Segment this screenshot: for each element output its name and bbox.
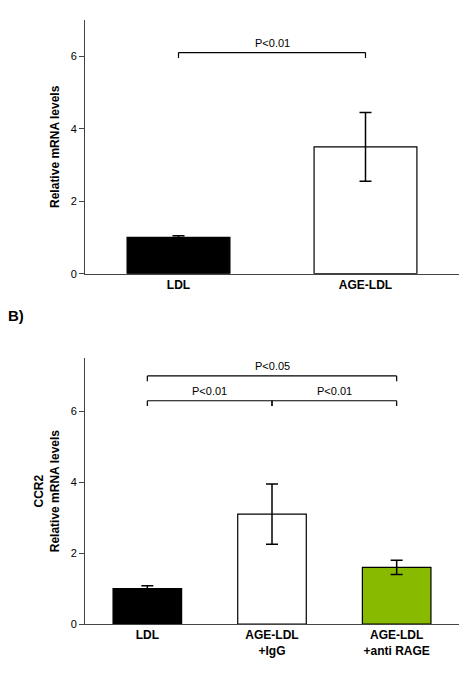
svg-text:AGE-LDL+IgG: AGE-LDL+IgG — [245, 628, 298, 658]
svg-text:P<0.01: P<0.01 — [192, 385, 227, 397]
svg-text:P<0.01: P<0.01 — [255, 37, 290, 49]
svg-text:4: 4 — [71, 476, 77, 488]
svg-text:LDL: LDL — [136, 628, 159, 642]
svg-text:AGE-LDL: AGE-LDL — [339, 278, 392, 292]
svg-text:6: 6 — [71, 50, 77, 62]
svg-text:2: 2 — [71, 195, 77, 207]
svg-text:2: 2 — [71, 547, 77, 559]
svg-text:AGE-LDL+anti RAGE: AGE-LDL+anti RAGE — [363, 628, 429, 658]
svg-text:CCR2Relative mRNA levels: CCR2Relative mRNA levels — [32, 430, 62, 553]
svg-text:B): B) — [8, 307, 24, 324]
svg-text:0: 0 — [71, 618, 77, 630]
svg-text:6: 6 — [71, 405, 77, 417]
svg-text:Relative mRNA levels: Relative mRNA levels — [48, 85, 62, 208]
svg-text:P<0.01: P<0.01 — [317, 385, 352, 397]
svg-text:P<0.05: P<0.05 — [255, 360, 290, 372]
svg-text:4: 4 — [71, 123, 77, 135]
svg-text:0: 0 — [71, 268, 77, 280]
svg-text:LDL: LDL — [167, 278, 190, 292]
